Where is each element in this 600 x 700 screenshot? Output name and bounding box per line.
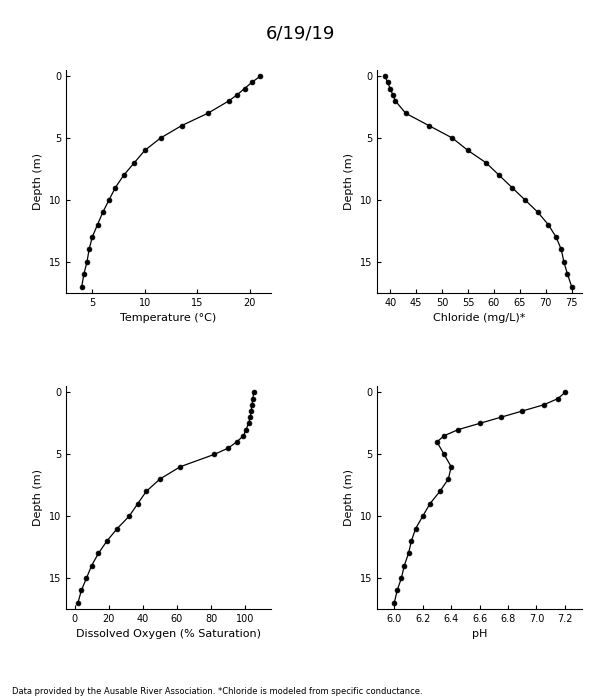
Text: Data provided by the Ausable River Association. *Chloride is modeled from specif: Data provided by the Ausable River Assoc… [12, 687, 422, 696]
X-axis label: Chloride (mg/L)*: Chloride (mg/L)* [433, 313, 526, 323]
X-axis label: pH: pH [472, 629, 487, 639]
Text: 6/19/19: 6/19/19 [265, 25, 335, 43]
Y-axis label: Depth (m): Depth (m) [344, 153, 355, 210]
Y-axis label: Depth (m): Depth (m) [33, 469, 43, 526]
Y-axis label: Depth (m): Depth (m) [344, 469, 355, 526]
Y-axis label: Depth (m): Depth (m) [33, 153, 43, 210]
X-axis label: Temperature (°C): Temperature (°C) [120, 313, 217, 323]
X-axis label: Dissolved Oxygen (% Saturation): Dissolved Oxygen (% Saturation) [76, 629, 261, 639]
